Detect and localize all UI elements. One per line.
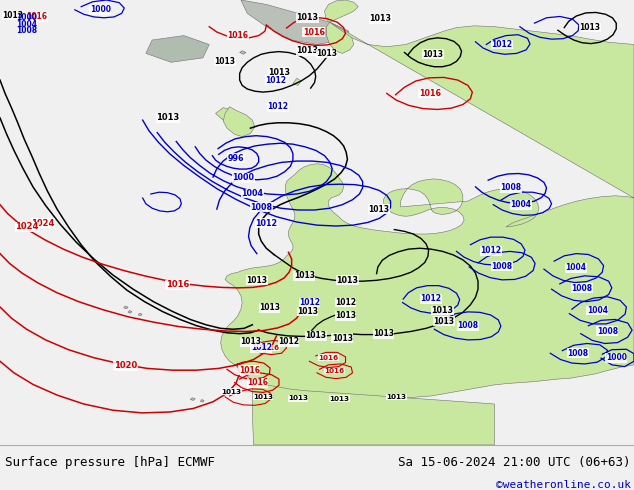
Text: 1012: 1012 bbox=[256, 219, 277, 228]
Text: 1008: 1008 bbox=[457, 321, 479, 330]
Text: 1013: 1013 bbox=[386, 394, 406, 400]
Text: 1016: 1016 bbox=[259, 345, 280, 351]
Text: 1013: 1013 bbox=[368, 205, 390, 214]
Text: 1012: 1012 bbox=[265, 75, 287, 85]
Text: 1000: 1000 bbox=[16, 13, 37, 23]
Text: Sa 15-06-2024 21:00 UTC (06+63): Sa 15-06-2024 21:00 UTC (06+63) bbox=[398, 456, 631, 468]
Polygon shape bbox=[325, 0, 358, 22]
Polygon shape bbox=[200, 399, 204, 402]
Text: 1012: 1012 bbox=[299, 298, 320, 307]
Polygon shape bbox=[190, 398, 195, 400]
Text: 1013: 1013 bbox=[332, 334, 353, 343]
Text: 1013: 1013 bbox=[2, 11, 23, 20]
Polygon shape bbox=[216, 108, 236, 122]
Polygon shape bbox=[223, 107, 255, 137]
Text: 1016: 1016 bbox=[166, 280, 189, 289]
Text: 1012: 1012 bbox=[420, 294, 442, 303]
Text: 1013: 1013 bbox=[579, 23, 600, 32]
Polygon shape bbox=[124, 306, 128, 309]
Polygon shape bbox=[327, 22, 354, 53]
Text: 1013: 1013 bbox=[221, 389, 242, 394]
Polygon shape bbox=[221, 22, 634, 406]
Text: 1013: 1013 bbox=[157, 113, 179, 122]
Text: 1013: 1013 bbox=[422, 50, 444, 59]
Text: 1016: 1016 bbox=[318, 355, 339, 361]
Text: 1012: 1012 bbox=[491, 40, 513, 49]
Text: 1008: 1008 bbox=[500, 183, 522, 192]
Text: 1013: 1013 bbox=[373, 329, 394, 338]
Text: 1013: 1013 bbox=[335, 311, 356, 320]
Text: 1013: 1013 bbox=[297, 13, 318, 23]
Text: 1008: 1008 bbox=[250, 203, 272, 212]
Text: 1016: 1016 bbox=[325, 368, 345, 374]
Text: 1024: 1024 bbox=[15, 222, 38, 231]
Text: 1013: 1013 bbox=[316, 49, 337, 58]
Text: 1013: 1013 bbox=[240, 337, 261, 346]
Text: 1008: 1008 bbox=[571, 284, 593, 293]
Text: 1008: 1008 bbox=[597, 326, 618, 336]
Text: 1013: 1013 bbox=[253, 394, 273, 400]
Text: 1013: 1013 bbox=[297, 307, 318, 316]
Polygon shape bbox=[317, 49, 325, 57]
Text: 1012: 1012 bbox=[267, 102, 288, 111]
Text: 1016: 1016 bbox=[303, 27, 325, 37]
Text: 1008: 1008 bbox=[567, 349, 589, 358]
Text: ©weatheronline.co.uk: ©weatheronline.co.uk bbox=[496, 480, 631, 490]
Polygon shape bbox=[138, 313, 142, 316]
Text: 1012: 1012 bbox=[480, 246, 501, 255]
Text: 1008: 1008 bbox=[491, 262, 513, 270]
Text: 1000: 1000 bbox=[605, 353, 627, 362]
Polygon shape bbox=[241, 0, 349, 45]
Text: 1020: 1020 bbox=[114, 361, 137, 370]
Polygon shape bbox=[252, 383, 495, 445]
Text: 1013: 1013 bbox=[337, 276, 358, 285]
Text: 1016: 1016 bbox=[419, 89, 441, 98]
Text: 1013: 1013 bbox=[329, 395, 349, 402]
Polygon shape bbox=[128, 311, 132, 313]
Text: 1013: 1013 bbox=[297, 46, 318, 55]
Text: 1004: 1004 bbox=[242, 189, 263, 198]
Text: 1024: 1024 bbox=[32, 219, 55, 228]
Text: 1016: 1016 bbox=[227, 31, 249, 40]
Text: 1012: 1012 bbox=[250, 343, 272, 352]
Text: 1000: 1000 bbox=[233, 173, 254, 182]
Text: 1012: 1012 bbox=[278, 337, 299, 346]
Text: 1013: 1013 bbox=[294, 271, 315, 280]
Text: 1013: 1013 bbox=[370, 14, 391, 23]
Text: 1013: 1013 bbox=[246, 276, 268, 285]
Text: 1004: 1004 bbox=[16, 20, 37, 29]
Polygon shape bbox=[293, 78, 301, 85]
Text: 1013: 1013 bbox=[288, 395, 308, 401]
Text: 1012: 1012 bbox=[335, 298, 356, 307]
Polygon shape bbox=[146, 36, 209, 62]
Text: 1008: 1008 bbox=[16, 26, 37, 35]
Text: 996: 996 bbox=[228, 154, 244, 163]
Text: 1016: 1016 bbox=[26, 12, 48, 22]
Text: 1013: 1013 bbox=[214, 57, 236, 66]
Text: 1004: 1004 bbox=[510, 200, 532, 209]
Text: 1016: 1016 bbox=[247, 378, 268, 387]
Text: 1013: 1013 bbox=[433, 317, 455, 326]
Text: 1013: 1013 bbox=[305, 331, 327, 341]
Text: 1004: 1004 bbox=[586, 306, 608, 315]
Text: 1004: 1004 bbox=[565, 263, 586, 272]
Text: 1000: 1000 bbox=[89, 5, 111, 14]
Text: 1013: 1013 bbox=[432, 306, 453, 315]
Text: Surface pressure [hPa] ECMWF: Surface pressure [hPa] ECMWF bbox=[5, 456, 215, 468]
Text: 1016: 1016 bbox=[238, 366, 260, 375]
Polygon shape bbox=[240, 51, 246, 54]
Text: 1013: 1013 bbox=[268, 68, 290, 76]
Text: 1013: 1013 bbox=[259, 303, 280, 313]
